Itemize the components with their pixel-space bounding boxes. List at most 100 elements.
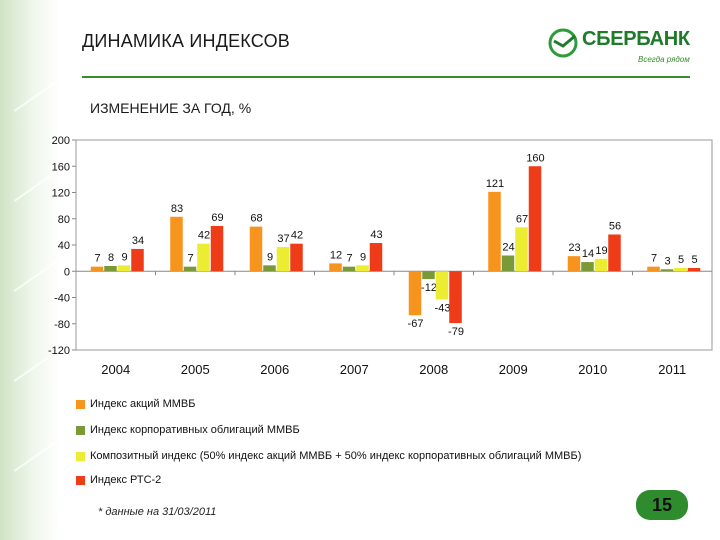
data-label: -79 (448, 326, 464, 338)
bar (369, 243, 383, 272)
bar (249, 226, 263, 272)
data-label: 9 (121, 251, 127, 263)
sberbank-logo-icon (548, 28, 578, 58)
legend-label: Индекс корпоративных облигаций ММВБ (90, 424, 300, 436)
data-label: 43 (370, 229, 382, 241)
chart-subtitle: ИЗМЕНЕНИЕ ЗА ГОД, % (90, 100, 252, 116)
page-number: 15 (636, 490, 688, 520)
y-tick-label: 120 (52, 188, 70, 200)
data-label: 42 (291, 230, 303, 242)
y-tick-label: -120 (48, 345, 70, 357)
bar (290, 243, 303, 272)
legend-entry: Индекс РТС-2 (76, 473, 161, 487)
sberbank-logo: СБЕРБАНК Всегда рядом (548, 26, 698, 70)
bar (647, 266, 660, 272)
legend-label: Композитный индекс (50% индекс акций ММВ… (90, 450, 582, 462)
legend-label: Индекс акций ММВБ (90, 398, 196, 410)
legend-entry: Композитный индекс (50% индекс акций ММВ… (76, 449, 581, 463)
data-label: -12 (421, 282, 437, 294)
data-label: 67 (516, 213, 528, 225)
bar (581, 262, 594, 272)
x-category-label: 2004 (101, 362, 130, 377)
bar (210, 225, 224, 272)
y-tick-label: -80 (54, 319, 70, 331)
data-label: 37 (277, 233, 289, 245)
legend-entry: Индекс корпоративных облигаций ММВБ (76, 423, 300, 437)
bar (501, 255, 515, 272)
data-label: -43 (435, 302, 451, 314)
x-category-label: 2009 (499, 362, 528, 377)
legend-swatch (76, 399, 85, 409)
bar (674, 267, 687, 272)
bar (608, 234, 621, 272)
y-tick-label: -40 (54, 293, 70, 305)
bar (104, 266, 117, 272)
x-category-label: 2006 (260, 362, 289, 377)
footnote: * данные на 31/03/2011 (98, 506, 217, 518)
legend-entry: Индекс акций ММВБ (76, 397, 195, 411)
bar (183, 266, 197, 272)
data-label: -67 (408, 318, 424, 330)
header-divider (82, 76, 690, 78)
bar (422, 271, 435, 280)
bar (594, 258, 608, 272)
y-tick-label: 160 (52, 161, 70, 173)
data-label: 68 (250, 213, 262, 225)
data-label: 9 (267, 251, 273, 263)
legend-swatch (76, 425, 85, 435)
bar (329, 263, 342, 272)
bar (170, 216, 183, 272)
bar (449, 271, 462, 324)
logo-tagline: Всегда рядом (638, 55, 690, 64)
bar (687, 267, 701, 272)
legend-label: Индекс РТС-2 (90, 474, 162, 486)
bar (567, 256, 581, 272)
data-label: 14 (582, 248, 594, 260)
data-label: 7 (651, 253, 657, 265)
legend-swatch (76, 475, 85, 485)
bar (342, 266, 356, 272)
data-label: 34 (132, 235, 144, 247)
data-label: 7 (346, 253, 352, 265)
data-label: 9 (360, 251, 366, 263)
bar (488, 191, 501, 272)
x-category-label: 2007 (340, 362, 369, 377)
data-label: 83 (171, 203, 183, 215)
y-tick-label: 80 (58, 214, 70, 226)
data-label: 19 (595, 245, 607, 257)
data-label: 69 (211, 212, 223, 224)
data-label: 5 (678, 254, 684, 266)
bar (117, 265, 131, 272)
data-label: 121 (486, 178, 504, 190)
x-category-label: 2010 (578, 362, 607, 377)
data-label: 7 (94, 253, 100, 265)
y-tick-label: 200 (52, 135, 70, 147)
bar (435, 271, 449, 300)
x-category-label: 2008 (419, 362, 448, 377)
x-category-label: 2005 (181, 362, 210, 377)
data-label: 5 (691, 254, 697, 266)
x-category-label: 2011 (658, 362, 686, 377)
leaf-decoration (0, 0, 73, 540)
bar (276, 246, 290, 272)
bar (356, 265, 369, 272)
data-label: 160 (526, 152, 544, 164)
y-tick-label: 0 (64, 266, 70, 278)
data-label: 24 (502, 242, 514, 254)
data-label: 56 (609, 221, 621, 233)
data-label: 23 (568, 242, 580, 254)
bar (408, 271, 422, 316)
y-tick-label: 40 (58, 240, 70, 252)
logo-wordmark: СБЕРБАНК (582, 28, 690, 50)
data-label: 42 (198, 230, 210, 242)
bar (131, 248, 144, 272)
bar (263, 265, 276, 272)
data-label: 7 (187, 253, 193, 265)
bar (528, 166, 542, 272)
bar (515, 227, 528, 272)
bar (90, 266, 104, 272)
bar (197, 243, 210, 272)
slide-title: ДИНАМИКА ИНДЕКСОВ (82, 31, 290, 51)
